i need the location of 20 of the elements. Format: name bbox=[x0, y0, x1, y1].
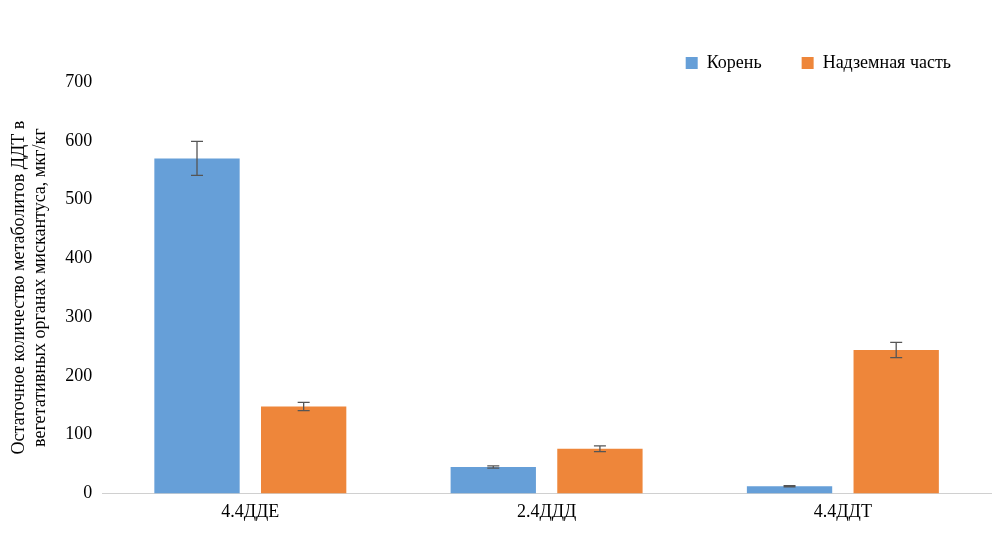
y-tick-label: 700 bbox=[65, 70, 93, 91]
legend-label: Надземная часть bbox=[822, 51, 952, 72]
x-tick-label: 4.4ДДТ bbox=[813, 500, 872, 521]
y-tick-label: 0 bbox=[83, 482, 93, 503]
bar bbox=[557, 448, 643, 494]
y-tick-label: 400 bbox=[65, 247, 93, 268]
y-tick-label: 200 bbox=[65, 364, 93, 385]
y-tick-label: 100 bbox=[65, 423, 93, 444]
bar bbox=[154, 158, 240, 494]
y-tick-label: 300 bbox=[65, 305, 93, 326]
x-tick-label: 4.4ДДЕ bbox=[221, 500, 280, 521]
bar bbox=[746, 486, 833, 494]
y-tick-label: 600 bbox=[65, 129, 93, 150]
x-tick-label: 2.4ДДД bbox=[516, 500, 577, 521]
y-axis-title: Остаточное количество метаболитов ДДТ в вегетативных органах мискантуса, мкг/кг bbox=[7, 120, 50, 455]
bar bbox=[853, 350, 939, 494]
bar bbox=[261, 406, 347, 494]
legend-label: Корень bbox=[706, 51, 762, 72]
y-tick-label: 500 bbox=[65, 188, 93, 209]
bar bbox=[450, 466, 536, 494]
